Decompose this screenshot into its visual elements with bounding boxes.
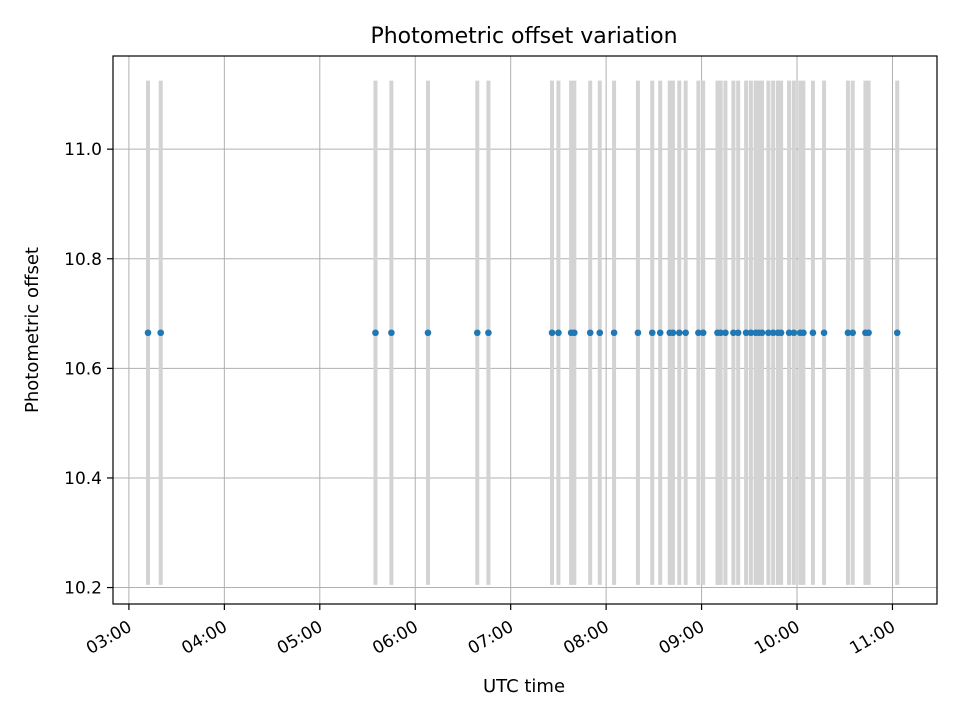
data-point xyxy=(424,329,432,337)
data-point xyxy=(634,329,642,337)
chart-title: Photometric offset variation xyxy=(370,24,677,49)
data-point xyxy=(844,329,852,337)
x-axis-label: UTC time xyxy=(483,676,565,697)
x-tick-label: 03:00 xyxy=(83,617,135,659)
data-point xyxy=(372,329,379,337)
y-axis-label: Photometric offset xyxy=(22,247,43,413)
data-point xyxy=(555,329,562,337)
y-tick-label: 10.8 xyxy=(64,250,102,270)
y-tick-label: 10.2 xyxy=(64,579,102,599)
data-point xyxy=(785,329,793,337)
x-tick-label: 09:00 xyxy=(656,617,708,659)
data-point xyxy=(758,329,766,337)
data-point xyxy=(610,329,618,337)
x-tick-label: 06:00 xyxy=(369,617,421,659)
data-point xyxy=(485,329,492,337)
data-point xyxy=(656,329,664,337)
data-point xyxy=(699,329,707,337)
data-point xyxy=(717,329,724,337)
y-tick-label: 10.6 xyxy=(64,359,102,379)
data-point xyxy=(388,329,395,337)
data-point xyxy=(682,329,689,337)
y-axis: 10.2 10.4 10.6 10.8 11.0 xyxy=(64,140,113,599)
data-point xyxy=(820,329,828,337)
y-tick-label: 10.4 xyxy=(64,469,102,489)
data-point xyxy=(548,329,556,337)
data-point xyxy=(473,329,481,337)
error-bars xyxy=(145,80,900,585)
data-point xyxy=(648,329,656,337)
data-point xyxy=(144,329,152,337)
data-point xyxy=(747,329,755,337)
data-point xyxy=(730,329,737,337)
data-point xyxy=(849,329,856,337)
x-tick-label: 07:00 xyxy=(465,617,517,659)
y-tick-label: 11.0 xyxy=(64,140,102,160)
x-tick-label: 11:00 xyxy=(847,617,899,659)
data-point xyxy=(571,329,578,337)
x-tick-label: 04:00 xyxy=(178,617,230,659)
data-point xyxy=(769,329,777,337)
data-points xyxy=(144,329,901,337)
data-point xyxy=(586,329,594,337)
data-point xyxy=(722,329,729,337)
data-point xyxy=(734,329,742,337)
data-point xyxy=(893,329,901,337)
data-point xyxy=(765,329,772,337)
x-axis: 03:00 04:00 05:00 06:00 07:00 08:00 09:00 10:00… xyxy=(83,604,899,659)
data-point xyxy=(742,329,750,337)
data-point xyxy=(695,329,702,337)
plot-frame xyxy=(112,55,938,605)
data-point xyxy=(777,329,785,337)
x-tick-label: 10:00 xyxy=(751,617,803,659)
data-point xyxy=(809,329,817,337)
data-point xyxy=(596,329,604,337)
data-point xyxy=(676,329,683,337)
data-point xyxy=(865,329,872,337)
data-point xyxy=(790,329,798,337)
x-tick-label: 08:00 xyxy=(560,617,612,659)
data-point xyxy=(669,329,677,337)
x-tick-label: 05:00 xyxy=(274,617,326,659)
data-point xyxy=(800,329,807,337)
data-point xyxy=(157,329,165,337)
